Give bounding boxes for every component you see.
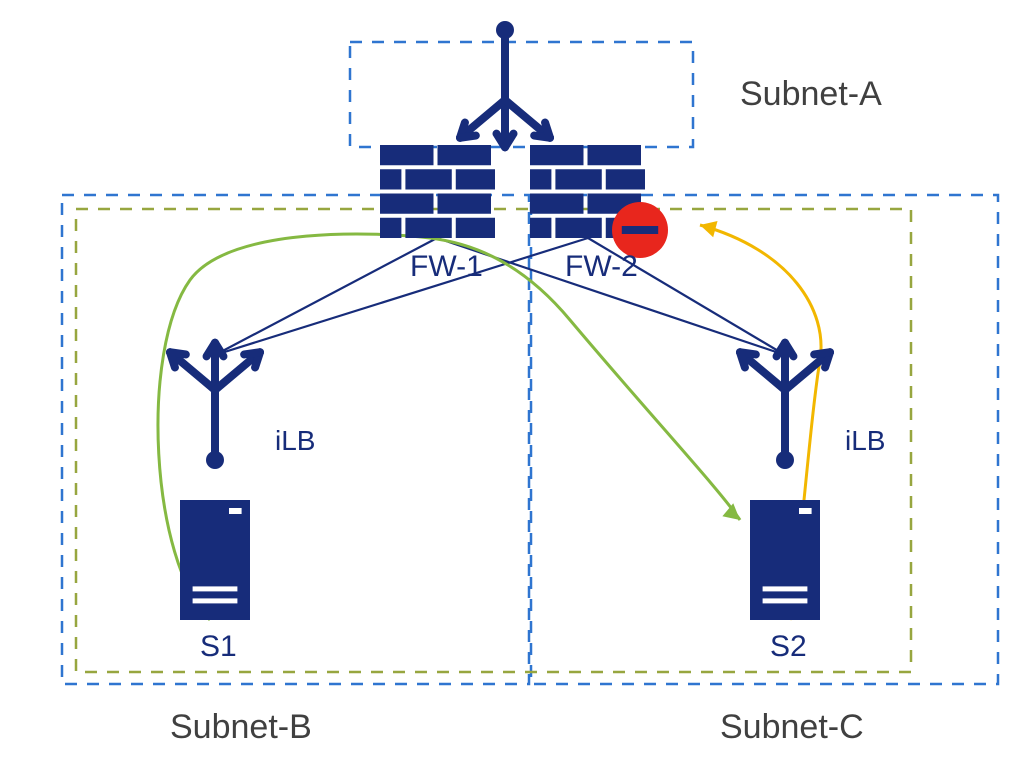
server-icon-2 — [750, 500, 820, 620]
firewall-icon-1 — [380, 145, 495, 238]
subnet-a-label: Subnet-A — [740, 75, 882, 114]
subnet-box-a — [350, 42, 693, 147]
load-balancer-icon-right — [740, 343, 830, 469]
subnet-c-label: Subnet-C — [720, 708, 864, 747]
ilb2-label: iLB — [845, 425, 885, 457]
subnet-b-label: Subnet-B — [170, 708, 312, 747]
fw1-label: FW-1 — [410, 250, 483, 284]
load-balancer-icon-left — [170, 343, 260, 469]
s1-label: S1 — [200, 630, 237, 664]
load-balancer-icon-top — [460, 21, 550, 147]
ilb1-label: iLB — [275, 425, 315, 457]
diagram-canvas — [0, 0, 1024, 773]
server-icon-1 — [180, 500, 250, 620]
s2-label: S2 — [770, 630, 807, 664]
fw2-label: FW-2 — [565, 250, 638, 284]
